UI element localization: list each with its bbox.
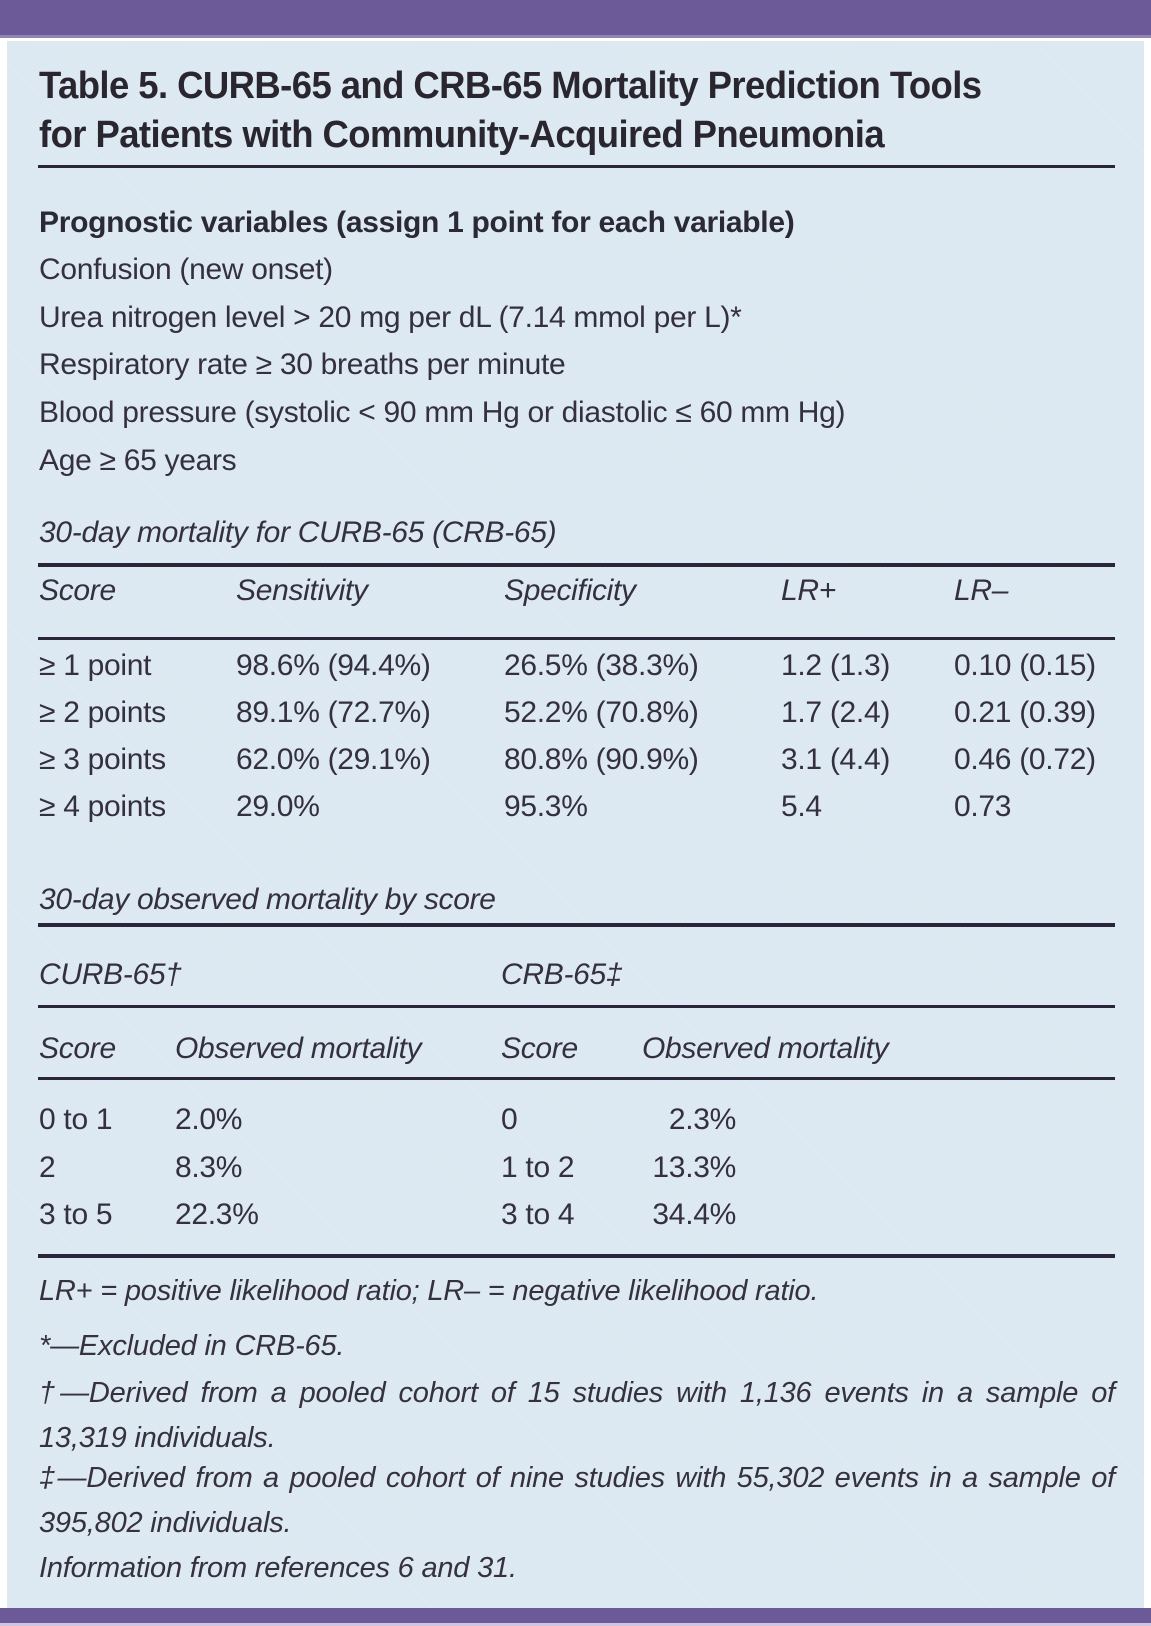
table-cell: 1.2 (1.3) — [781, 649, 891, 682]
prognostic-item-blood-pressure: Blood pressure (systolic < 90 mm Hg or d… — [39, 396, 846, 429]
mortality-table-top-rule — [38, 563, 1115, 567]
column-header-crb-score: Score — [501, 1032, 578, 1065]
source-note: Information from references 6 and 31. — [39, 1552, 517, 1584]
table-cell: 0.73 — [954, 790, 1012, 823]
table-cell: 80.8% (90.9%) — [504, 743, 699, 776]
section-heading-mortality: 30-day mortality for CURB-65 (CRB-65) — [39, 516, 557, 549]
bottom-accent-bar — [0, 1608, 1151, 1623]
table-cell: ≥ 2 points — [39, 696, 166, 729]
table-cell: 3 to 4 — [501, 1198, 575, 1231]
table-cell: 0.10 (0.15) — [954, 649, 1096, 682]
table-row: ≥ 3 points 62.0% (29.1%) 80.8% (90.9%) 3… — [39, 743, 1115, 777]
table-cell: 52.2% (70.8%) — [504, 696, 699, 729]
table-row: 2 8.3% 1 to 2 13.3% — [39, 1151, 1115, 1185]
table-cell: 0.46 (0.72) — [954, 743, 1096, 776]
table-cell: 89.1% (72.7%) — [236, 696, 431, 729]
table-row: 0 to 1 2.0% 0 2.3% — [39, 1103, 1115, 1137]
title-rule — [38, 165, 1115, 168]
prognostic-item-urea: Urea nitrogen level > 20 mg per dL (7.14… — [39, 301, 742, 334]
table-cell: 1 to 2 — [501, 1151, 575, 1184]
content-panel: Table 5. CURB-65 and CRB-65 Mortality Pr… — [7, 41, 1144, 1608]
footnote-abbreviations: LR+ = positive likelihood ratio; LR– = n… — [39, 1275, 819, 1307]
observed-table-top-rule — [38, 923, 1115, 927]
prognostic-item-respiratory: Respiratory rate ≥ 30 breaths per minute — [39, 348, 566, 381]
column-header-lr-minus: LR– — [954, 574, 1009, 607]
table-cell-value: 13.3% — [652, 1151, 736, 1184]
table-cell: 13.3% — [642, 1151, 1115, 1185]
table-title: Table 5. CURB-65 and CRB-65 Mortality Pr… — [39, 62, 1114, 160]
table-cell: 5.4 — [781, 790, 822, 823]
table-cell: 26.5% (38.3%) — [504, 649, 699, 682]
column-header-crb-observed: Observed mortality — [642, 1032, 889, 1065]
group-header-curb65: CURB-65† — [39, 958, 182, 991]
observed-table-header-row: Score Observed mortality Score Observed … — [39, 1032, 1115, 1066]
table-cell: 3 to 5 — [39, 1198, 113, 1231]
top-accent-bar — [0, 0, 1151, 38]
prognostic-item-confusion: Confusion (new onset) — [39, 253, 333, 286]
section-heading-observed: 30-day observed mortality by score — [39, 883, 496, 916]
table-cell: 0 to 1 — [39, 1103, 113, 1136]
footnote-star: *—Excluded in CRB-65. — [39, 1330, 345, 1362]
table-row: ≥ 1 point 98.6% (94.4%) 26.5% (38.3%) 1.… — [39, 649, 1115, 683]
footnote-double-dagger: ‡—Derived from a pooled cohort of nine s… — [39, 1462, 1115, 1539]
column-header-score: Score — [39, 574, 116, 607]
group-header-crb65: CRB-65‡ — [501, 958, 623, 991]
table-cell: 2.0% — [175, 1103, 243, 1136]
table-row: ≥ 2 points 89.1% (72.7%) 52.2% (70.8%) 1… — [39, 696, 1115, 730]
footnote-dagger: †—Derived from a pooled cohort of 15 stu… — [39, 1377, 1115, 1454]
table-cell: 0 — [501, 1103, 518, 1136]
prognostic-heading: Prognostic variables (assign 1 point for… — [39, 206, 795, 239]
mortality-table-header-rule — [38, 637, 1115, 640]
table-cell: 1.7 (2.4) — [781, 696, 891, 729]
table-cell: ≥ 4 points — [39, 790, 166, 823]
table-title-line2: for Patients with Community-Acquired Pne… — [39, 114, 885, 156]
table-row: 3 to 5 22.3% 3 to 4 34.4% — [39, 1198, 1115, 1232]
table-cell: 2.3% — [642, 1103, 1115, 1137]
observed-table-group-header-row: CURB-65† CRB-65‡ — [39, 958, 1115, 992]
observed-table-group-rule — [38, 1005, 1115, 1008]
table-cell: 22.3% — [175, 1198, 259, 1231]
mortality-table-header-row: Score Sensitivity Specificity LR+ LR– — [39, 574, 1115, 608]
column-header-curb-observed: Observed mortality — [175, 1032, 422, 1065]
table-row: ≥ 4 points 29.0% 95.3% 5.4 0.73 — [39, 790, 1115, 824]
table-cell: ≥ 3 points — [39, 743, 166, 776]
table-cell: 34.4% — [642, 1198, 1115, 1232]
table-title-line1: Table 5. CURB-65 and CRB-65 Mortality Pr… — [39, 65, 982, 107]
table-cell: ≥ 1 point — [39, 649, 152, 682]
prognostic-item-age: Age ≥ 65 years — [39, 444, 237, 477]
bottom-edge-strip — [0, 1623, 1151, 1626]
column-header-specificity: Specificity — [504, 574, 636, 607]
table-cell: 95.3% — [504, 790, 588, 823]
table-cell: 0.21 (0.39) — [954, 696, 1096, 729]
column-header-curb-score: Score — [39, 1032, 116, 1065]
table-cell-value: 34.4% — [652, 1198, 736, 1231]
table-cell: 2 — [39, 1151, 56, 1184]
table-cell: 98.6% (94.4%) — [236, 649, 431, 682]
table-cell: 3.1 (4.4) — [781, 743, 891, 776]
table-cell-value: 2.3% — [668, 1103, 736, 1136]
table-cell: 62.0% (29.1%) — [236, 743, 431, 776]
observed-table-bottom-rule — [38, 1254, 1115, 1258]
observed-table-header-rule — [38, 1077, 1115, 1080]
table-cell: 8.3% — [175, 1151, 243, 1184]
column-header-lr-plus: LR+ — [781, 574, 836, 607]
table-cell: 29.0% — [236, 790, 320, 823]
column-header-sensitivity: Sensitivity — [236, 574, 368, 607]
